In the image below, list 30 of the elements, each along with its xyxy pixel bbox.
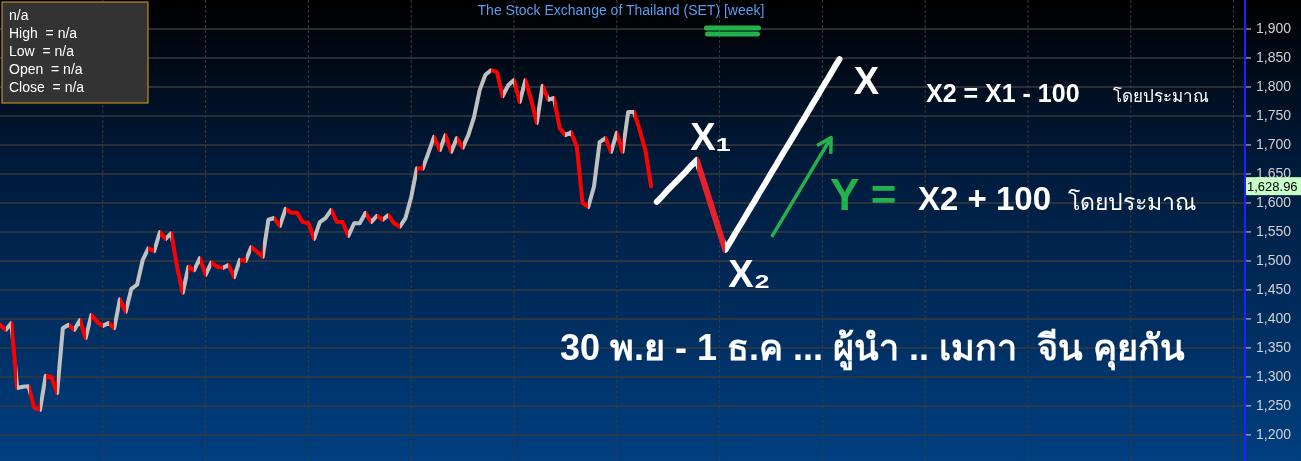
annotation: n/a (9, 7, 29, 23)
annotation: High = n/a (9, 25, 78, 41)
y-tick-label: 1,350 (1256, 338, 1292, 355)
annotation: X₂ (728, 252, 771, 295)
annotation: 30 พ.ย - 1 ธ.ค ... ผู้นำ .. เมกา จีน คุยกัน (560, 327, 1186, 371)
annotation: โดยประมาณ (1113, 86, 1209, 106)
chart-title: The Stock Exchange of Thailand (SET) [week] (477, 2, 765, 18)
annotation: X (853, 60, 880, 103)
annotation: X2 + 100 (918, 180, 1052, 217)
y-tick-label: 1,600 (1256, 193, 1292, 210)
y-tick-label: 1,500 (1256, 251, 1292, 268)
annotation: Low = n/a (9, 43, 75, 59)
annotation: Y = (830, 170, 897, 219)
annotation: X2 = X1 - 100 (926, 79, 1080, 107)
annotation: X₁ (690, 116, 732, 159)
y-tick-label: 1,400 (1256, 309, 1292, 326)
y-tick-label: 1,800 (1256, 77, 1292, 94)
y-tick-label: 1,200 (1256, 425, 1292, 442)
y-tick-label: 1,450 (1256, 280, 1292, 297)
last-price: 1,628.96 (1246, 177, 1301, 196)
y-tick-label: 1,850 (1256, 48, 1292, 65)
annotation: Open = n/a (9, 61, 83, 77)
y-tick-label: 1,750 (1256, 106, 1292, 123)
annotation: โดยประมาณ (1068, 189, 1196, 215)
y-tick-label: 1,550 (1256, 222, 1292, 239)
annotation: Close = n/a (9, 79, 85, 95)
y-tick-label: 1,700 (1256, 135, 1292, 152)
y-tick-label: 1,300 (1256, 367, 1292, 384)
y-tick-label: 1,900 (1256, 19, 1292, 36)
y-tick-label: 1,250 (1256, 396, 1292, 413)
